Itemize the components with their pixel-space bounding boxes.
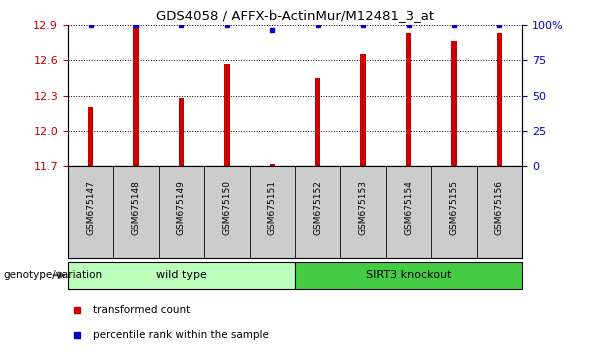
Bar (270, 164, 275, 166)
Text: GSM675154: GSM675154 (404, 180, 413, 235)
Text: genotype/variation: genotype/variation (3, 270, 102, 280)
Text: GSM675153: GSM675153 (359, 180, 368, 235)
Text: GSM675155: GSM675155 (450, 180, 458, 235)
Text: wild type: wild type (156, 270, 207, 280)
Bar (360, 54, 366, 166)
Text: GSM675151: GSM675151 (268, 180, 277, 235)
Bar (315, 78, 320, 166)
Bar (68, 262, 295, 289)
Text: GSM675152: GSM675152 (313, 180, 322, 235)
Bar (88, 107, 93, 166)
Bar (179, 98, 184, 166)
Text: GSM675150: GSM675150 (222, 180, 231, 235)
Text: GDS4058 / AFFX-b-ActinMur/M12481_3_at: GDS4058 / AFFX-b-ActinMur/M12481_3_at (156, 9, 434, 22)
Text: GSM675149: GSM675149 (177, 180, 186, 235)
Bar (295, 262, 522, 289)
Bar (497, 33, 502, 166)
Text: GSM675148: GSM675148 (132, 180, 140, 235)
Bar (133, 25, 139, 166)
Text: GSM675156: GSM675156 (495, 180, 504, 235)
Bar (406, 33, 411, 166)
Text: SIRT3 knockout: SIRT3 knockout (366, 270, 451, 280)
Text: percentile rank within the sample: percentile rank within the sample (93, 330, 268, 339)
Text: GSM675147: GSM675147 (86, 180, 95, 235)
Text: transformed count: transformed count (93, 305, 190, 315)
Bar (451, 41, 457, 166)
Bar (224, 64, 230, 166)
